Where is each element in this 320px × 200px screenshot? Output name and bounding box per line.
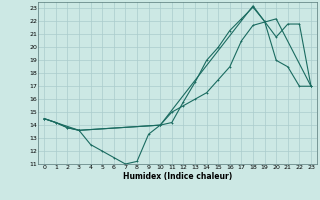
X-axis label: Humidex (Indice chaleur): Humidex (Indice chaleur) (123, 172, 232, 181)
